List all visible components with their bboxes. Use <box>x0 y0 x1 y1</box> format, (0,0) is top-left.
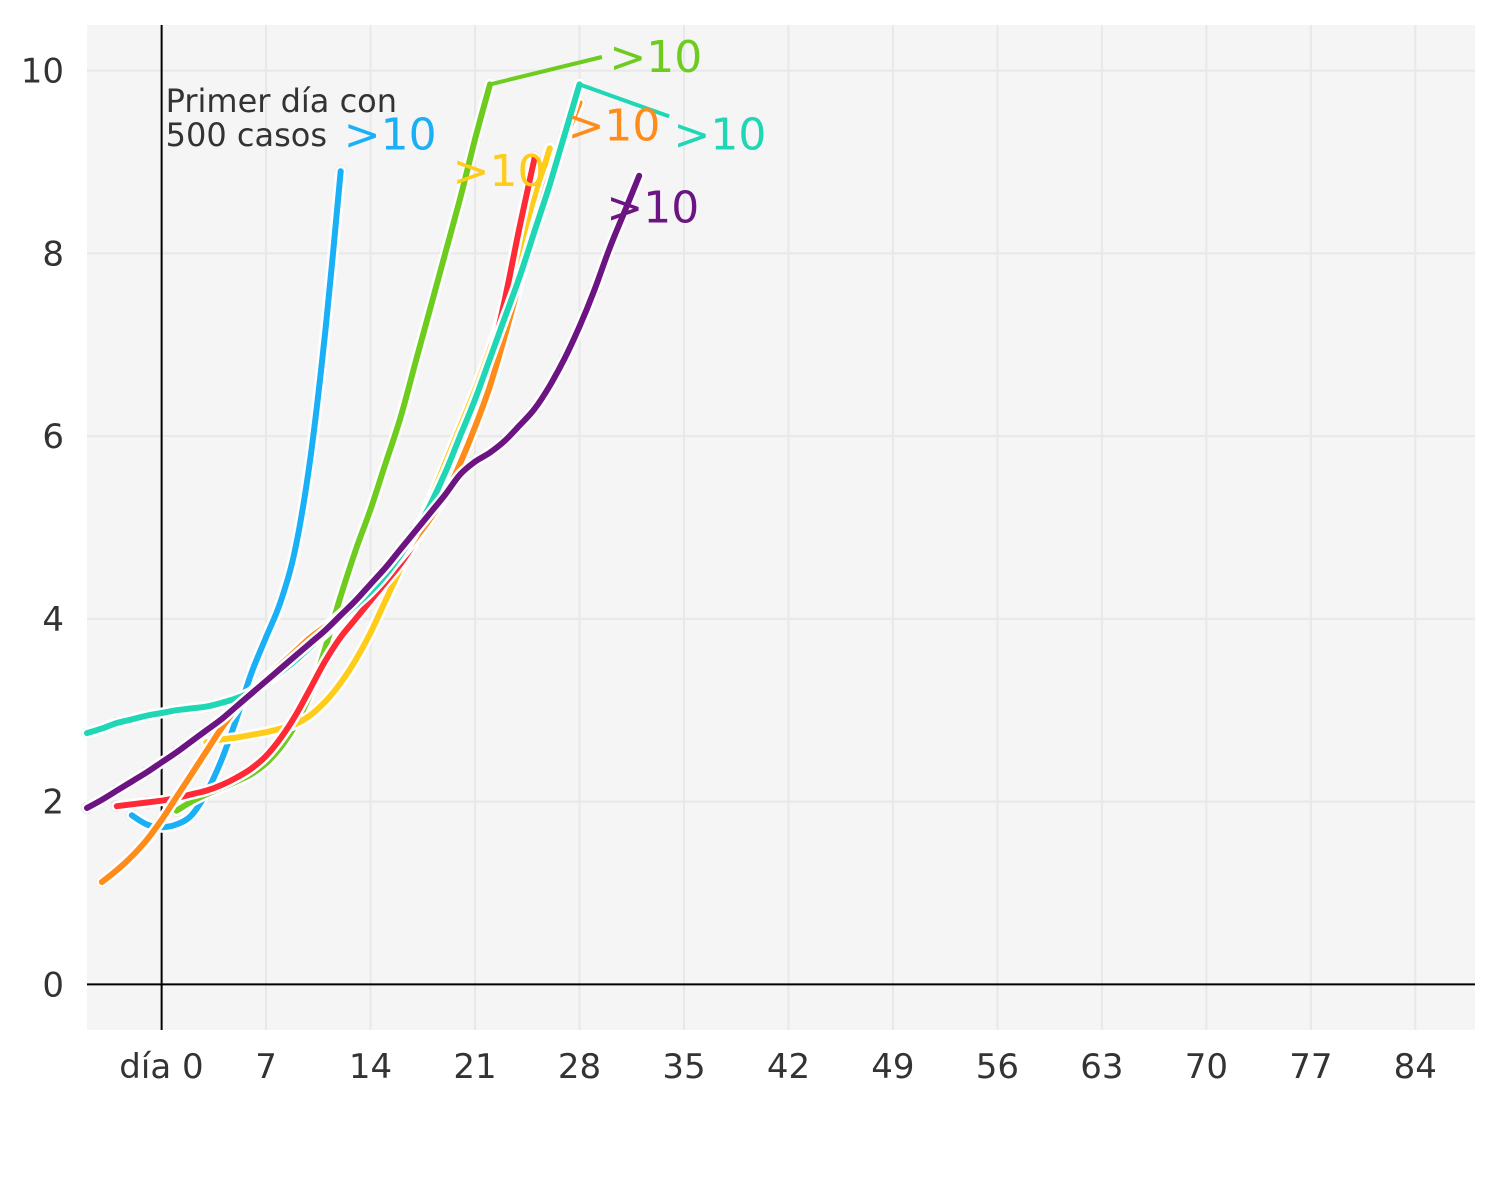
series-1-end-label: >10 <box>344 110 437 161</box>
x-tick-label: día 0 <box>119 1047 203 1087</box>
series-3-end-label: >10 <box>453 146 546 197</box>
x-tick-label: 7 <box>255 1047 277 1087</box>
y-tick-label: 0 <box>42 965 64 1005</box>
series-5-end-label: >10 <box>568 101 661 152</box>
axes <box>87 25 1475 1030</box>
series-labels: >10 >10 >10 >10 >10 >10 <box>344 32 767 234</box>
gridlines <box>87 25 1475 1030</box>
x-tick-label: 84 <box>1394 1047 1437 1087</box>
x-tick-label: 70 <box>1185 1047 1228 1087</box>
y-tick-label: 10 <box>21 52 64 92</box>
x-tick-label: 56 <box>976 1047 1019 1087</box>
series-7-line <box>84 172 643 811</box>
annotation-line: 500 casos <box>166 116 327 154</box>
series-2-leader <box>489 55 603 87</box>
y-tick-label: 6 <box>42 417 64 457</box>
annotation-line: Primer día con <box>166 82 397 120</box>
y-axis-ticks: 0 2 4 6 8 10 <box>21 52 64 1006</box>
plot-background <box>87 25 1475 1030</box>
x-tick-label: 77 <box>1289 1047 1332 1087</box>
series-2-end-label: >10 <box>609 32 702 83</box>
x-tick-label: 21 <box>453 1047 496 1087</box>
y-tick-label: 8 <box>42 234 64 274</box>
x-tick-label: 35 <box>662 1047 705 1087</box>
y-tick-label: 2 <box>42 783 64 823</box>
x-tick-label: 28 <box>558 1047 601 1087</box>
y-tick-label: 4 <box>42 600 64 640</box>
x-axis-ticks: día 0 7 14 21 28 35 42 49 56 63 70 77 84 <box>119 1047 1437 1087</box>
series-6-end-label: >10 <box>674 110 767 161</box>
series-group <box>81 55 670 888</box>
x-tick-label: 42 <box>767 1047 810 1087</box>
series-6-leader <box>578 82 670 119</box>
x-tick-label: 14 <box>349 1047 392 1087</box>
x-tick-label: 63 <box>1080 1047 1123 1087</box>
series-7-end-label: >10 <box>606 183 699 234</box>
x-tick-label: 49 <box>871 1047 914 1087</box>
